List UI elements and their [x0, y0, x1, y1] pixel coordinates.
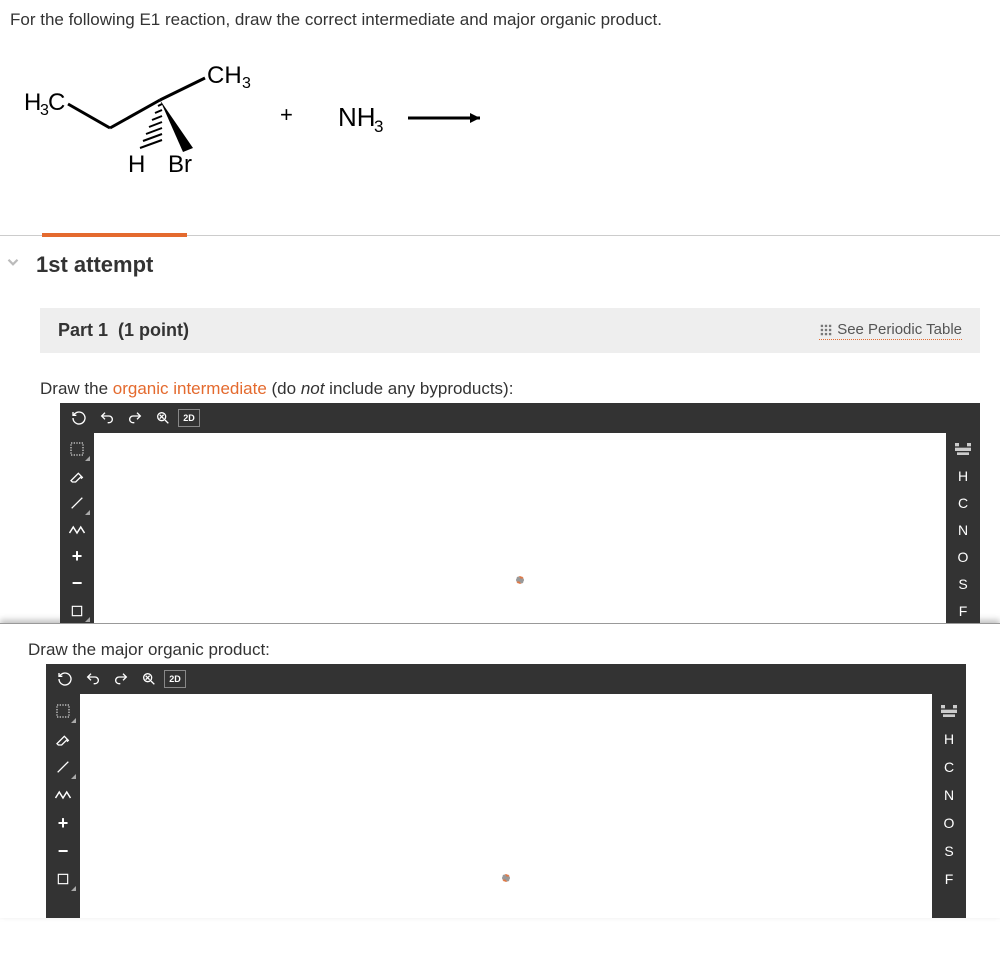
part-header: Part 1 (1 point) See Periodic Table — [40, 308, 980, 353]
bond-tool-icon[interactable] — [63, 491, 91, 516]
periodic-mini-icon[interactable] — [949, 437, 977, 462]
drawing-canvas[interactable] — [80, 694, 932, 918]
element-n[interactable]: N — [949, 518, 977, 543]
redo-icon[interactable] — [122, 406, 148, 430]
chain-tool-icon[interactable] — [49, 782, 77, 808]
part-number: Part 1 — [58, 320, 108, 340]
periodic-table-label: See Periodic Table — [837, 321, 962, 338]
chain-tool-icon[interactable] — [63, 518, 91, 543]
product-section: Draw the major organic product: 2D + − — [0, 623, 1000, 918]
minus-charge-icon[interactable]: − — [63, 571, 91, 596]
attempt-label: 1st attempt — [36, 252, 153, 278]
svg-text:+: + — [280, 102, 293, 127]
marquee-tool-icon[interactable] — [63, 437, 91, 462]
bond-tool-icon[interactable] — [49, 754, 77, 780]
periodic-table-link[interactable]: See Periodic Table — [819, 321, 962, 340]
element-c[interactable]: C — [949, 491, 977, 516]
element-f[interactable]: F — [935, 866, 963, 892]
editor-element-toolbar: H C N O S F — [932, 694, 966, 918]
svg-text:H: H — [24, 89, 41, 116]
question-text: For the following E1 reaction, draw the … — [0, 0, 1000, 30]
element-s[interactable]: S — [949, 571, 977, 596]
eraser-tool-icon[interactable] — [49, 726, 77, 752]
svg-text:3: 3 — [374, 117, 383, 136]
attempt-header: 1st attempt — [0, 236, 1000, 308]
loading-spinner-icon — [492, 872, 520, 900]
svg-text:H: H — [128, 151, 145, 178]
editor-left-toolbar: + − — [60, 433, 94, 623]
element-o[interactable]: O — [949, 544, 977, 569]
editor-top-toolbar: 2D — [60, 403, 980, 433]
reaction-diagram: H 3 C CH 3 H Br + NH 3 — [0, 30, 1000, 225]
element-n[interactable]: N — [935, 782, 963, 808]
element-o[interactable]: O — [935, 810, 963, 836]
keyword-product: major organic product — [101, 640, 265, 659]
instruction-product: Draw the major organic product: — [0, 632, 1000, 664]
part-points: (1 point) — [118, 320, 189, 340]
editor-left-toolbar: + − — [46, 694, 80, 918]
table-icon — [819, 323, 833, 337]
drawing-canvas[interactable] — [94, 433, 946, 623]
svg-text:C: C — [48, 89, 65, 116]
structure-editor-product[interactable]: 2D + − — [46, 664, 966, 918]
reset-icon[interactable] — [66, 406, 92, 430]
marquee-tool-icon[interactable] — [49, 698, 77, 724]
chevron-down-icon[interactable] — [4, 253, 22, 277]
element-c[interactable]: C — [935, 754, 963, 780]
plus-charge-icon[interactable]: + — [63, 544, 91, 569]
structure-editor-intermediate[interactable]: 2D + − H C — [60, 403, 980, 623]
element-f[interactable]: F — [949, 598, 977, 623]
eraser-tool-icon[interactable] — [63, 464, 91, 489]
instruction-intermediate: Draw the organic intermediate (do not in… — [0, 353, 1000, 403]
part-title: Part 1 (1 point) — [58, 320, 189, 341]
view-2d-icon[interactable]: 2D — [178, 409, 200, 427]
editor-element-toolbar: H C N O S F — [946, 433, 980, 623]
periodic-mini-icon[interactable] — [935, 698, 963, 724]
plus-charge-icon[interactable]: + — [49, 810, 77, 836]
ring-tool-icon[interactable] — [63, 598, 91, 623]
view-2d-icon[interactable]: 2D — [164, 670, 186, 688]
zoom-clear-icon[interactable] — [136, 667, 162, 691]
svg-text:CH: CH — [207, 62, 242, 89]
keyword-intermediate: organic intermediate — [113, 379, 267, 398]
section-divider — [0, 235, 1000, 236]
undo-icon[interactable] — [94, 406, 120, 430]
ring-tool-icon[interactable] — [49, 866, 77, 892]
redo-icon[interactable] — [108, 667, 134, 691]
svg-text:NH: NH — [338, 102, 376, 132]
progress-indicator — [42, 233, 187, 237]
element-h[interactable]: H — [935, 726, 963, 752]
undo-icon[interactable] — [80, 667, 106, 691]
zoom-clear-icon[interactable] — [150, 406, 176, 430]
svg-text:Br: Br — [168, 151, 192, 178]
minus-charge-icon[interactable]: − — [49, 838, 77, 864]
element-s[interactable]: S — [935, 838, 963, 864]
svg-text:3: 3 — [242, 75, 251, 92]
editor-top-toolbar: 2D — [46, 664, 966, 694]
loading-spinner-icon — [506, 574, 534, 602]
element-h[interactable]: H — [949, 464, 977, 489]
reset-icon[interactable] — [52, 667, 78, 691]
